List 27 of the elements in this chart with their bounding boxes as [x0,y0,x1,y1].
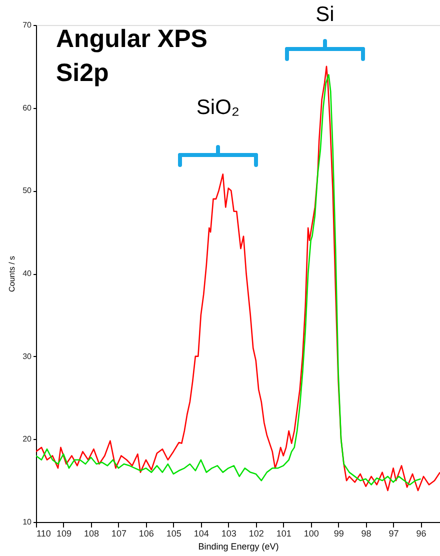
x-tick-label: 110 [36,528,51,538]
y-tick-label: 20 [22,434,32,444]
x-tick-label: 101 [276,528,292,538]
x-tick-label: 96 [416,528,426,538]
y-tick-label: 50 [22,186,32,196]
x-tick-label: 99 [334,528,344,538]
x-tick-label: 103 [221,528,236,538]
annotation: Si [316,3,334,26]
x-tick-label: 106 [138,528,154,538]
y-axis-title: Counts / s [8,256,17,292]
x-tick-label: 98 [361,528,372,538]
text: Angular XPS Si2p [56,25,208,87]
x-tick-label: 104 [194,528,209,538]
x-tick-label: 97 [388,528,399,538]
x-axis-title: Binding Energy (eV) [198,542,279,552]
y-tick-label: 30 [22,352,32,361]
x-tick-label: 102 [248,528,264,538]
y-tick-label: 10 [22,518,32,526]
y-tick-label: 40 [22,269,32,278]
x-tick-label: 109 [56,528,72,538]
x-tick-label: 107 [111,528,126,538]
y-tick-label: 60 [22,103,32,112]
x-tick-label: 100 [304,528,319,538]
x-tick-label: 105 [166,528,182,538]
x-tick-label: 108 [84,528,99,538]
y-tick-label: 70 [22,20,32,30]
annotation: SiO₂ [196,96,240,119]
